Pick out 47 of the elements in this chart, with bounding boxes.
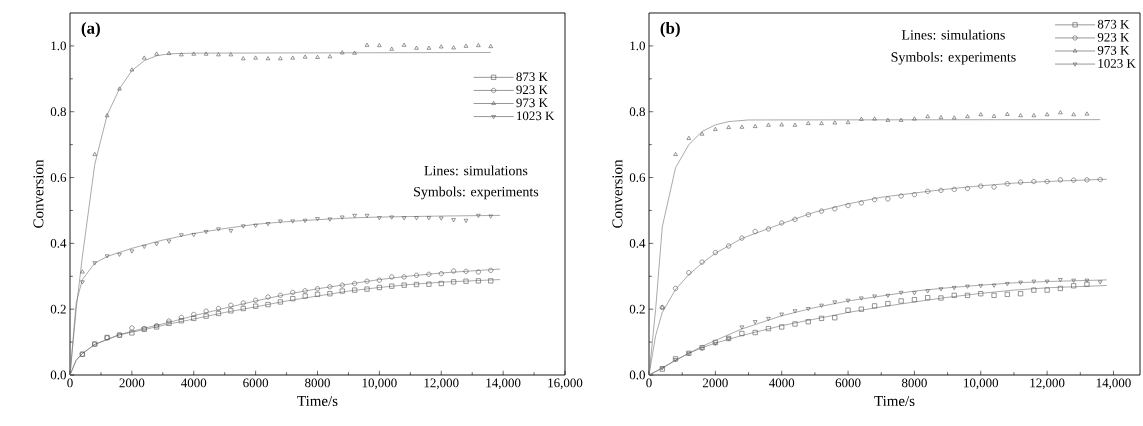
legend-label: 873 K [516, 72, 548, 82]
y-axis-title: Conversion [33, 159, 44, 228]
x-tick-label: 10,000 [964, 378, 999, 390]
annotation: Symbols: experiments [891, 51, 1016, 65]
y-tick-label: 0.6 [50, 173, 67, 182]
x-tick-label: 0 [67, 378, 73, 388]
y-tick-label: 0.4 [629, 238, 646, 248]
x-tick-label: 0 [646, 378, 652, 388]
y-tick-label: 0.8 [629, 107, 645, 117]
y-tick-label: 1.0 [51, 41, 66, 51]
x-tick-label: 8000 [901, 378, 927, 388]
x-tick-label: 14,000 [1096, 378, 1131, 390]
y-tick-label: 0.2 [629, 304, 645, 314]
y-tick-label: 0.8 [50, 107, 66, 117]
annotation: Lines: simulations [424, 165, 528, 176]
y-tick-label: 0.0 [629, 370, 645, 380]
x-tick-label: 16,000 [548, 378, 583, 390]
y-tick-label: 0.4 [50, 238, 67, 248]
legend-label: 873 K [1097, 19, 1130, 29]
x-tick-label: 12,000 [1030, 378, 1065, 390]
x-tick-label: 12,000 [424, 378, 459, 390]
x-tick-label: 4000 [181, 378, 207, 388]
legend-label: 973 K [516, 98, 548, 108]
x-tick-label: 2000 [119, 378, 145, 388]
x-axis-title: Time/s [874, 395, 915, 406]
y-axis-title: Conversion [612, 159, 623, 228]
x-tick-label: 6000 [835, 378, 861, 388]
legend-label: 1023 K [1098, 59, 1136, 68]
y-tick-label: 0.0 [50, 370, 66, 380]
y-tick-label: 0.2 [50, 304, 66, 314]
legend-label: 923 K [1097, 32, 1130, 42]
chart-title: (a) [81, 21, 100, 38]
x-tick-label: 4000 [769, 378, 795, 388]
x-tick-label: 10,000 [362, 378, 397, 390]
legend-label: 1023 K [517, 111, 555, 121]
y-tick-label: 0.6 [629, 173, 646, 182]
annotation: Symbols: experiments [414, 186, 539, 200]
legend-label: 973 K [1097, 45, 1130, 55]
x-tick-label: 2000 [702, 378, 728, 388]
annotation: Lines: simulations [901, 29, 1005, 40]
y-tick-label: 1.0 [630, 41, 645, 51]
x-axis-title: Time/s [297, 395, 338, 406]
chart-title: (b) [660, 21, 680, 38]
x-tick-label: 6000 [243, 378, 269, 388]
x-tick-label: 14,000 [486, 378, 521, 390]
legend-label: 923 K [516, 85, 548, 95]
x-tick-label: 8000 [305, 378, 330, 388]
